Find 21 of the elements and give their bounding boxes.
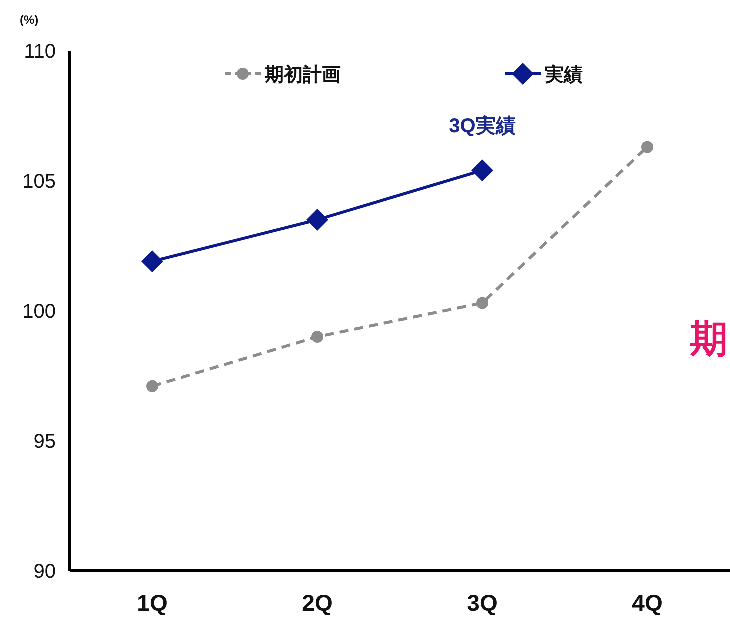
point	[642, 141, 654, 154]
y-axis-title: (%)	[20, 13, 39, 27]
point	[142, 250, 164, 273]
annotation: 期	[689, 319, 728, 361]
point	[312, 331, 324, 343]
point	[472, 160, 494, 182]
y-tick-label: 110	[24, 41, 56, 63]
x-tick-label: 4Q	[632, 590, 663, 616]
y-tick-label: 105	[22, 171, 56, 193]
y-tick-label: 95	[34, 431, 56, 453]
point	[476, 297, 488, 310]
y-tick-label: 90	[34, 561, 56, 583]
y-tick-label: 100	[22, 301, 56, 323]
legend-label: 期初計画	[264, 64, 341, 86]
annotation: 3Q実績	[449, 114, 516, 138]
point	[306, 209, 328, 231]
x-tick-label: 1Q	[137, 590, 168, 616]
x-tick-label: 3Q	[467, 590, 498, 616]
point	[146, 380, 158, 392]
legend-label: 実績	[544, 64, 583, 86]
x-tick-label: 2Q	[302, 590, 333, 616]
